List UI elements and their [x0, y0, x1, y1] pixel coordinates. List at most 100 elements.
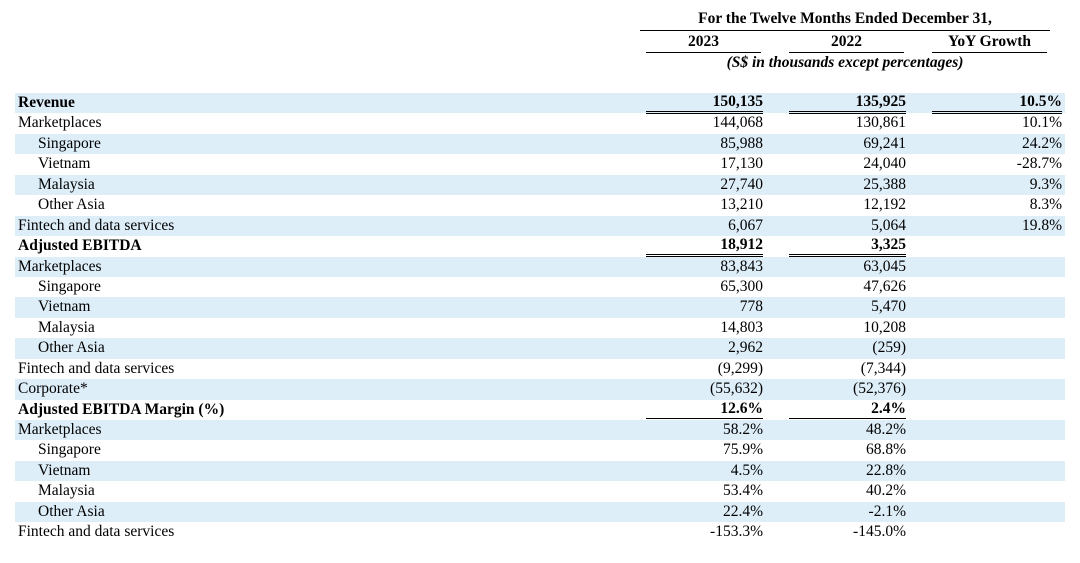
table-row: Vietnam 4.5% 22.8%: [15, 460, 1065, 482]
row-label: Marketplaces: [18, 257, 102, 275]
row-label: Adjusted EBITDA: [18, 237, 142, 255]
value-2023: 65,300: [720, 277, 763, 295]
table-row: Corporate* (55,632) (52,376): [15, 379, 1065, 400]
row-label: Malaysia: [38, 318, 95, 336]
value-2023: 27,740: [720, 175, 763, 193]
value-2023: (9,299): [717, 359, 763, 377]
value-2022: 12,192: [863, 196, 906, 214]
value-2022: 3,325: [789, 236, 906, 258]
value-2022: 5,064: [871, 216, 906, 234]
value-2023: 75.9%: [722, 441, 763, 459]
value-2022: (52,376): [853, 380, 906, 398]
value-yoy-growth: -28.7%: [1016, 155, 1062, 173]
value-2022: 5,470: [871, 298, 906, 316]
value-2022: 130,861: [855, 114, 906, 132]
value-2022: 10,208: [863, 318, 906, 336]
financial-table: Revenue 150,135 135,925 10.5% Marketplaces 14…: [15, 93, 1065, 543]
table-row: Marketplaces 144,068 130,861 10.1%: [15, 113, 1065, 133]
table-row: Vietnam 778 5,470: [15, 297, 1065, 318]
value-2022: 40.2%: [865, 482, 906, 500]
value-2023: -153.3%: [710, 523, 763, 541]
value-2023: (55,632): [710, 380, 763, 398]
table-row: Fintech and data services 6,067 5,064 19.8%: [15, 215, 1065, 237]
row-label: Malaysia: [38, 175, 95, 193]
table-row: Singapore 75.9% 68.8%: [15, 440, 1065, 460]
value-2022: -2.1%: [868, 502, 906, 520]
value-2023: 12.6%: [646, 400, 763, 421]
row-label: Revenue: [18, 94, 75, 111]
table-row: Marketplaces 83,843 63,045: [15, 256, 1065, 277]
value-yoy-growth: 24.2%: [1021, 134, 1062, 152]
table-row: Malaysia 14,803 10,208: [15, 318, 1065, 338]
value-yoy-growth: 19.8%: [1021, 216, 1062, 234]
table-row: Revenue 150,135 135,925 10.5%: [15, 93, 1065, 114]
table-row: Fintech and data services (9,299) (7,344): [15, 359, 1065, 379]
value-2023: 6,067: [728, 216, 763, 234]
value-2022: 22.8%: [865, 461, 906, 479]
value-2023: 778: [739, 298, 763, 316]
table-row: Fintech and data services -153.3% -145.0%: [15, 522, 1065, 542]
value-2022: 135,925: [789, 93, 906, 114]
value-2023: 2,962: [728, 339, 763, 357]
row-label: Other Asia: [38, 339, 105, 357]
value-yoy-growth: 8.3%: [1029, 196, 1062, 214]
row-label: Other Asia: [38, 196, 105, 214]
value-2022: 69,241: [863, 134, 906, 152]
value-2022: 47,626: [863, 277, 906, 295]
row-label: Fintech and data services: [18, 359, 175, 377]
value-2022: (7,344): [860, 359, 906, 377]
column-header-2023: 2023: [646, 32, 761, 53]
row-label: Vietnam: [38, 155, 91, 173]
value-2023: 85,988: [720, 134, 763, 152]
row-label: Vietnam: [38, 298, 91, 316]
value-yoy-growth: 10.5%: [932, 93, 1062, 114]
value-2022: 2.4%: [789, 400, 906, 421]
row-label: Marketplaces: [18, 421, 102, 438]
units-note: (S$ in thousands except percentages): [726, 54, 964, 71]
table-row: Other Asia 2,962 (259): [15, 338, 1065, 359]
table-row: Singapore 65,300 47,626: [15, 277, 1065, 297]
row-label: Fintech and data services: [18, 523, 175, 541]
value-2022: 25,388: [863, 175, 906, 193]
table-row: Singapore 85,988 69,241 24.2%: [15, 133, 1065, 155]
column-header-yoy-growth: YoY Growth: [932, 32, 1047, 53]
table-row: Vietnam 17,130 24,040 -28.7%: [15, 154, 1065, 174]
value-2023: 14,803: [720, 318, 763, 336]
row-label: Fintech and data services: [18, 216, 175, 234]
value-2022: 48.2%: [865, 421, 906, 438]
value-2023: 53.4%: [722, 482, 763, 500]
table-row: Malaysia 27,740 25,388 9.3%: [15, 174, 1065, 196]
value-2023: 22.4%: [722, 502, 763, 520]
row-label: Other Asia: [38, 502, 105, 520]
row-label: Singapore: [38, 134, 101, 152]
period-header: For the Twelve Months Ended December 31,: [640, 8, 1050, 31]
value-2023: 17,130: [720, 155, 763, 173]
row-label: Malaysia: [38, 482, 95, 500]
row-label: Marketplaces: [18, 114, 102, 132]
table-row: Other Asia 13,210 12,192 8.3%: [15, 195, 1065, 215]
value-2023: 144,068: [712, 114, 763, 132]
row-label: Corporate*: [18, 380, 88, 398]
row-label: Singapore: [38, 277, 101, 295]
value-2022: 68.8%: [865, 441, 906, 459]
row-label: Singapore: [38, 441, 101, 459]
value-yoy-growth: 9.3%: [1029, 175, 1062, 193]
table-row: Adjusted EBITDA Margin (%) 12.6% 2.4%: [15, 400, 1065, 421]
value-2022: -145.0%: [853, 523, 906, 541]
value-2023: 83,843: [720, 257, 763, 275]
table-row: Other Asia 22.4% -2.1%: [15, 501, 1065, 523]
value-2023: 58.2%: [722, 421, 763, 438]
table-row: Malaysia 53.4% 40.2%: [15, 481, 1065, 501]
column-header-2022: 2022: [789, 32, 904, 53]
value-2022: 24,040: [863, 155, 906, 173]
value-2023: 18,912: [646, 236, 763, 258]
value-2023: 4.5%: [730, 461, 763, 479]
value-2023: 150,135: [646, 93, 763, 114]
value-2022: 63,045: [863, 257, 906, 275]
row-label: Vietnam: [38, 461, 91, 479]
value-yoy-growth: 10.1%: [1021, 114, 1062, 132]
table-row: Adjusted EBITDA 18,912 3,325: [15, 236, 1065, 258]
value-2022: (259): [872, 339, 906, 357]
table-row: Marketplaces 58.2% 48.2%: [15, 420, 1065, 441]
value-2023: 13,210: [720, 196, 763, 214]
